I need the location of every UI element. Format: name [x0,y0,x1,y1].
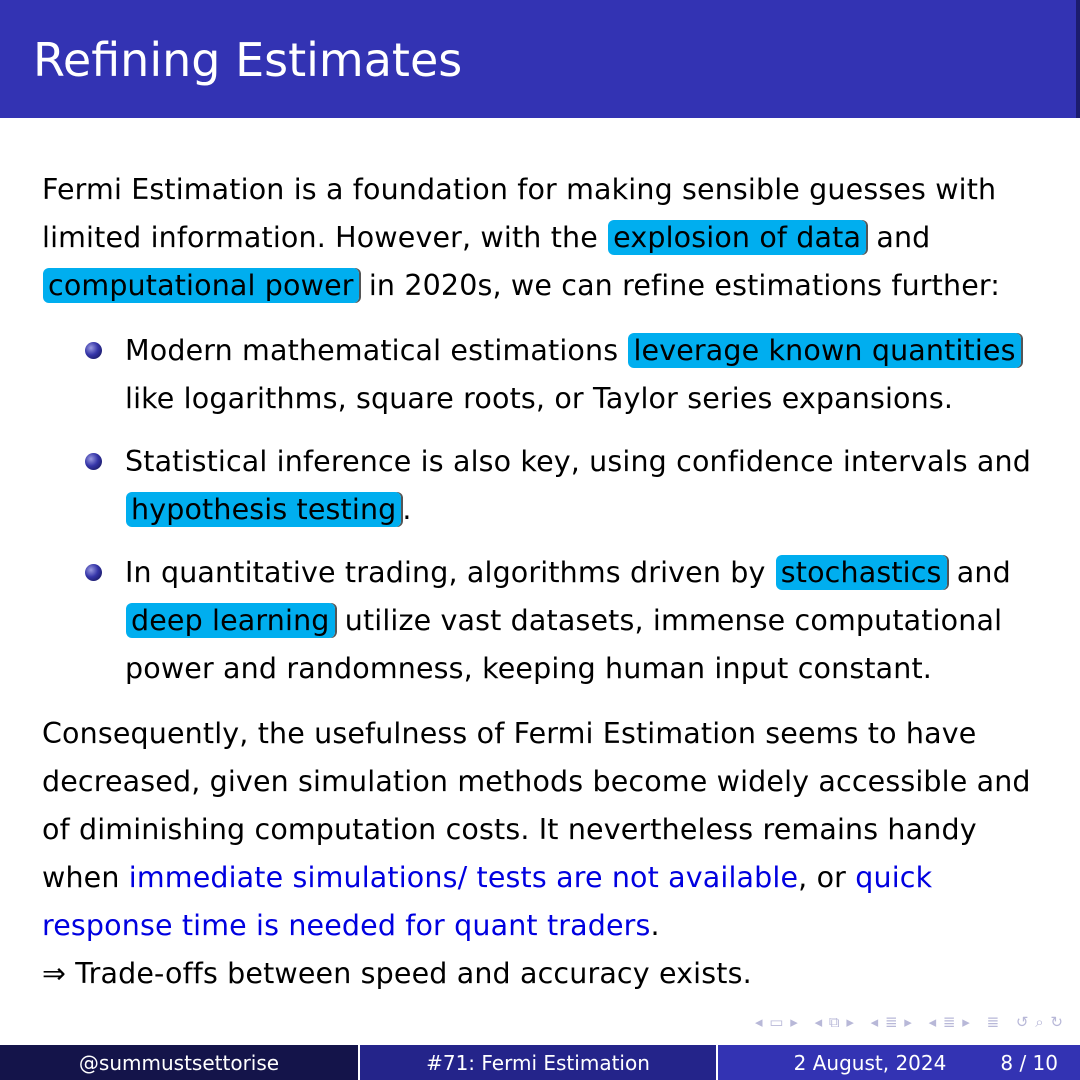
highlight-explosion-of-data: explosion of data [608,220,867,255]
intro-text-1: Fermi Estimation is a foundation for mak… [42,173,997,254]
nav-subsection-icon[interactable]: ◂ ⧉ ▸ [814,1013,855,1031]
highlight-hypothesis-testing: hypothesis testing [126,492,402,527]
nav-align-icon[interactable]: ≣ [986,1013,1001,1031]
footer-author: @summustsettorise [0,1045,358,1080]
highlight-deep-learning: deep learning [126,603,335,638]
bullet-list: Modern mathematical estimations leverage… [42,327,1042,693]
nav-section-icon[interactable]: ◂ ≣ ▸ [870,1013,913,1031]
footer-right: 2 August, 2024 8 / 10 [716,1045,1080,1080]
tradeoff-line: ⇒ Trade-offs between speed and accuracy … [42,950,1042,998]
slide-content: Fermi Estimation is a foundation for mak… [42,166,1042,998]
bullet-3-text-2: and [956,556,1011,589]
conclusion-text-1: Consequently, the usefulness of Fermi Es… [42,717,1031,894]
tradeoff-text: Trade-offs between speed and accuracy ex… [75,957,752,990]
intro-text-2: and [876,221,931,254]
bullet-2-text-1: Statistical inference is also key, using… [125,445,1031,478]
footer-page-number: 8 / 10 [1000,1050,1058,1075]
conclusion-text-3: . [650,909,660,942]
slide-title: Refining Estimates [33,33,463,87]
footer-title: #71: Fermi Estimation [358,1045,716,1080]
bullet-item: Statistical inference is also key, using… [85,438,1042,534]
highlight-leverage-known-quantities: leverage known quantities [628,333,1021,368]
beamer-navigation: ◂ ▭ ▸ ◂ ⧉ ▸ ◂ ≣ ▸ ◂ ≣ ▸ ≣ ↺ ⌕ ↻ [745,1013,1064,1031]
intro-text-3: in 2020s, we can refine estimations furt… [368,269,1000,302]
footer: @summustsettorise #71: Fermi Estimation … [0,1045,1080,1080]
bullet-3-text-1: In quantitative trading, algorithms driv… [125,556,766,589]
title-bar: Refining Estimates [0,0,1080,118]
blue-text-quick-response: quick response time is needed for quant … [42,861,933,942]
bullet-1-text-2: like logarithms, square roots, or Taylor… [125,382,954,415]
highlight-stochastics: stochastics [775,555,947,590]
bullet-icon [85,453,102,470]
implies-arrow-icon: ⇒ [42,957,67,990]
bullet-item: Modern mathematical estimations leverage… [85,327,1042,423]
bullet-3-text-3: utilize vast datasets, immense computati… [125,604,1003,685]
intro-paragraph: Fermi Estimation is a foundation for mak… [42,166,1042,310]
footer-date: 2 August, 2024 [793,1050,947,1075]
bullet-1-text-1: Modern mathematical estimations [125,334,619,367]
conclusion-text-2: , or [798,861,847,894]
nav-frame-icon[interactable]: ◂ ▭ ▸ [755,1013,799,1031]
bullet-icon [85,564,102,581]
nav-slide-icon[interactable]: ◂ ≣ ▸ [928,1013,971,1031]
conclusion-paragraph: Consequently, the usefulness of Fermi Es… [42,710,1042,950]
bullet-2-text-2: . [402,493,412,526]
bullet-icon [85,342,102,359]
bullet-item: In quantitative trading, algorithms driv… [85,549,1042,693]
highlight-computational-power: computational power [43,268,359,303]
nav-search-icon[interactable]: ↺ ⌕ ↻ [1015,1013,1064,1031]
blue-text-immediate-simulations: immediate simulations/ tests are not ava… [128,861,799,894]
